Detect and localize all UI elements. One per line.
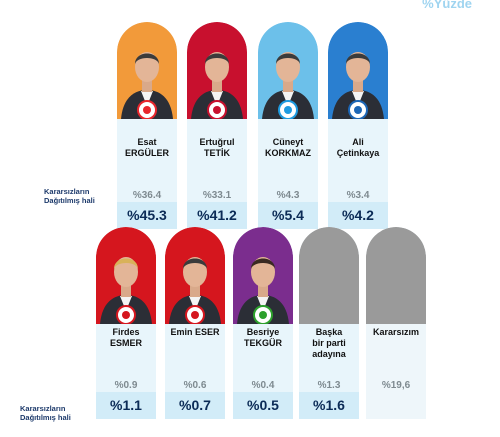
photo-graphic (233, 227, 293, 324)
person-neck (142, 80, 152, 92)
person-head (205, 52, 229, 82)
party-logo-mark (191, 311, 199, 319)
party-logo-mark (122, 311, 130, 319)
candidate-name: Besriye TEKGÜR (244, 327, 282, 348)
party-logo-mark (354, 106, 362, 114)
card-other-party: Başka bir parti adayına %1.3 %1.6 (299, 227, 359, 419)
person-hair (346, 53, 370, 64)
person-collar (120, 296, 132, 311)
person-collar (211, 91, 223, 106)
previous-percent: %36.4 (132, 190, 162, 201)
party-logo-mark (284, 106, 292, 114)
previous-percent: %3.4 (346, 190, 370, 201)
photo-graphic (117, 22, 177, 119)
person-hair (251, 258, 275, 269)
placeholder-photo (366, 227, 426, 324)
percent-header: %Yüzde (422, 0, 472, 11)
card-undecided: Kararsızım %19,6 (366, 227, 426, 419)
photo-graphic (366, 227, 426, 324)
previous-percent: %0.6 (183, 380, 207, 391)
photo-graphic (299, 227, 359, 324)
candidate-name: Cüneyt KORKMAZ (265, 137, 311, 158)
candidate-card-tekgur: Besriye TEKGÜR %0.4 %0.5 (233, 227, 293, 419)
candidate-name: Emin ESER (170, 327, 220, 337)
distributed-percent: %45.3 (117, 202, 177, 229)
person-head (114, 257, 138, 287)
candidate-card-cetinkaya: Ali Çetinkaya %3.4 %4.2 (328, 22, 388, 229)
previous-percent: %0.4 (251, 380, 275, 391)
party-logo-mark (143, 106, 151, 114)
party-logo-mark (213, 106, 221, 114)
candidate-photo (233, 227, 293, 324)
person-collar (257, 296, 269, 311)
previous-percent: %19,6 (381, 380, 411, 391)
candidate-name: Ali Çetinkaya (336, 137, 380, 158)
previous-percent: %0.9 (114, 380, 138, 391)
previous-percent: %33.1 (202, 190, 232, 201)
previous-percent: %1.3 (317, 380, 341, 391)
candidate-card-esmer: Firdes ESMER %0.9 %1.1 (96, 227, 156, 419)
distributed-percent: %0.5 (233, 392, 293, 419)
person-hair (205, 53, 229, 64)
candidate-photo (328, 22, 388, 119)
candidate-name: Firdes ESMER (109, 327, 142, 348)
candidate-photo (258, 22, 318, 119)
distributed-percent: %41.2 (187, 202, 247, 229)
person-neck (190, 285, 200, 297)
distributed-percent: %1.1 (96, 392, 156, 419)
person-hair (183, 258, 207, 269)
distributed-percent: %5.4 (258, 202, 318, 229)
photo-graphic (96, 227, 156, 324)
previous-percent: %4.3 (276, 190, 300, 201)
person-collar (189, 296, 201, 311)
person-hair (276, 53, 300, 64)
person-neck (353, 80, 363, 92)
person-neck (121, 285, 131, 297)
distributed-percent: %0.7 (165, 392, 225, 419)
person-collar (352, 91, 364, 106)
photo-graphic (258, 22, 318, 119)
photo-graphic (328, 22, 388, 119)
person-hair (114, 258, 138, 269)
person-neck (258, 285, 268, 297)
candidate-photo (165, 227, 225, 324)
candidate-name: Kararsızım (372, 327, 420, 337)
candidate-name: Esat ERGÜLER (124, 137, 169, 158)
person-collar (141, 91, 153, 106)
photo-graphic (165, 227, 225, 324)
person-neck (212, 80, 222, 92)
person-collar (282, 91, 294, 106)
person-head (135, 52, 159, 82)
person-neck (283, 80, 293, 92)
person-head (183, 257, 207, 287)
photo-graphic (187, 22, 247, 119)
candidate-card-tetik: Ertuğrul TETİK %33.1 %41.2 (187, 22, 247, 229)
candidate-photo (96, 227, 156, 324)
photo-background (299, 227, 359, 324)
photo-background (366, 227, 426, 324)
candidate-photo (187, 22, 247, 119)
distributed-percent: %4.2 (328, 202, 388, 229)
person-hair (135, 53, 159, 64)
person-head (346, 52, 370, 82)
person-head (276, 52, 300, 82)
candidate-card-eser: Emin ESER %0.6 %0.7 (165, 227, 225, 419)
candidate-card-erguler: Esat ERGÜLER %36.4 %45.3 (117, 22, 177, 229)
candidate-photo (117, 22, 177, 119)
candidate-card-korkmaz: Cüneyt KORKMAZ %4.3 %5.4 (258, 22, 318, 229)
person-head (251, 257, 275, 287)
party-logo-mark (259, 311, 267, 319)
row-label-1: Kararsızların Dağıtılmış hali (44, 187, 95, 205)
candidate-name: Ertuğrul TETİK (199, 137, 235, 158)
distributed-percent: %1.6 (299, 392, 359, 419)
candidate-name: Başka bir parti adayına (312, 327, 346, 359)
row-label-2: Kararsızların Dağıtılmış hali (20, 404, 71, 422)
placeholder-photo (299, 227, 359, 324)
